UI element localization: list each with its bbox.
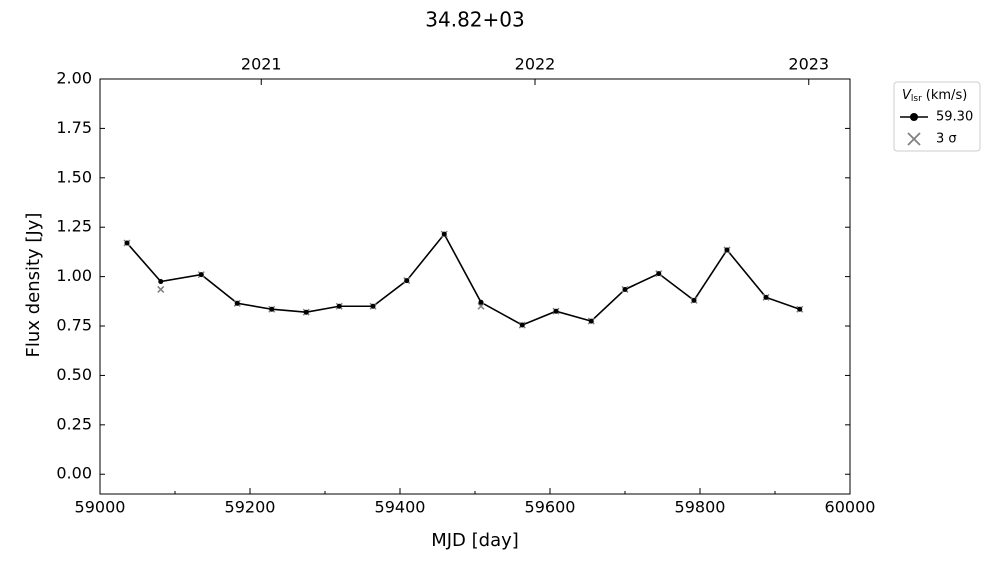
x-tick-label: 59200 [225,498,276,517]
data-point-x [477,302,485,310]
legend-marker [907,132,921,146]
data-point [124,240,130,246]
data-point [691,297,697,303]
data-point [234,300,240,306]
y-tick-label: 1.25 [56,217,92,236]
data-point [656,271,662,277]
data-point [303,309,309,315]
x2-tick-label: 2021 [241,55,282,74]
legend-title-subscript: lsr [911,94,922,104]
y-tick-label: 1.75 [56,118,92,137]
data-point [441,231,447,237]
data-point [553,308,559,314]
x-axis-label: MJD [day] [431,530,519,551]
legend-title: Vlsr (km/s) [902,88,967,104]
x-tick-label: 59000 [75,498,126,517]
legend-marker [910,113,918,121]
legend-box [893,81,981,152]
x2-tick-label: 2022 [515,55,556,74]
y-tick-label: 0.50 [56,365,92,384]
data-point [763,294,769,300]
legend: Vlsr (km/s) 59.30 3 σ [893,81,981,152]
x-tick-label: 59400 [375,498,426,517]
data-point [588,318,594,324]
y-tick-label: 2.00 [56,69,92,88]
y-tick-label: 0.00 [56,464,92,483]
data-point-x [157,285,165,293]
legend-title-unit: (km/s) [926,88,968,103]
x-tick-label: 59800 [675,498,726,517]
plot-frame [99,78,851,495]
data-point [519,322,525,328]
data-point [478,299,484,305]
series-line [126,232,801,326]
chart-title: 34.82+03 [425,8,524,32]
data-point [198,272,204,278]
x2-tick-label: 2023 [788,55,829,74]
data-point [158,279,164,285]
legend-title-symbol: V [902,88,912,103]
data-point [370,303,376,309]
legend-label: 59.30 [936,110,973,125]
data-point [336,303,342,309]
x-tick-label: 60000 [825,498,876,517]
y-tick-label: 0.25 [56,414,92,433]
data-point [724,247,730,253]
y-axis-label: Flux density [Jy] [23,213,44,358]
y-tick-label: 0.75 [56,316,92,335]
y-tick-label: 1.50 [56,167,92,186]
data-point [404,278,410,284]
y-tick-label: 1.00 [56,266,92,285]
data-point [269,306,275,312]
data-point [797,306,803,312]
data-point [622,286,628,292]
x-tick-label: 59600 [525,498,576,517]
legend-label: 3 σ [936,132,957,147]
